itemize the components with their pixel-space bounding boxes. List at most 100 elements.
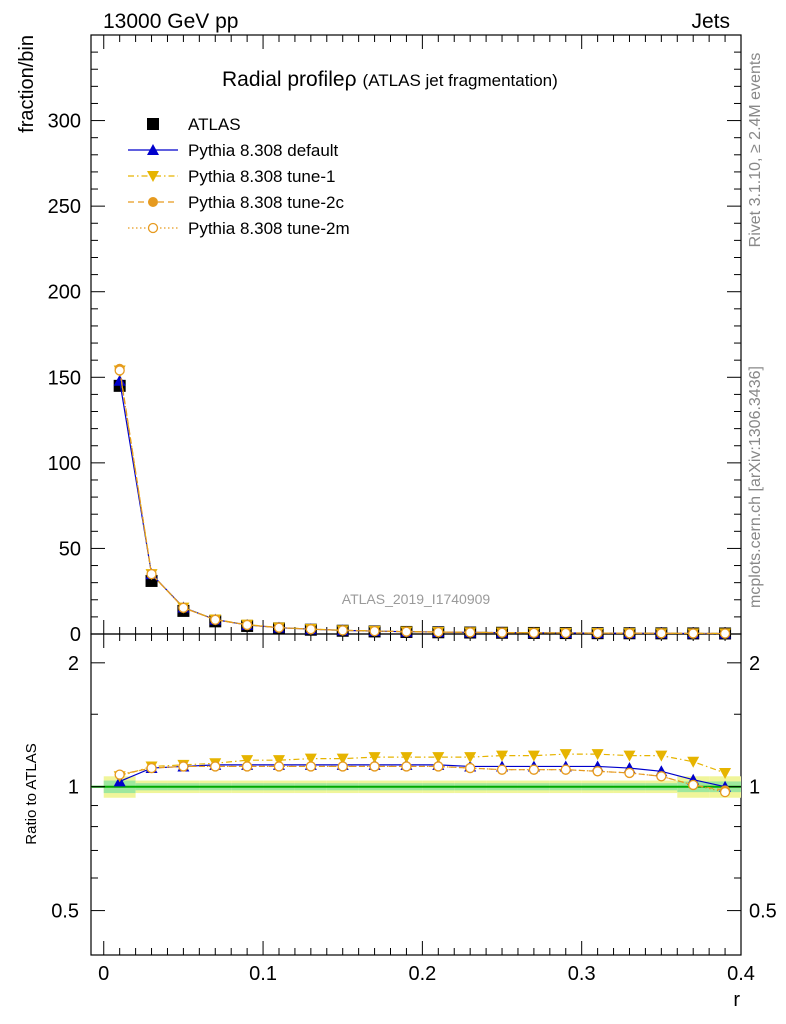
header-right: Jets: [691, 10, 730, 33]
top-point-tune2m: [369, 625, 380, 637]
ratio-point-tune2m: [337, 761, 348, 772]
plot-title: Radial profileρ (ATLAS jet fragmentation): [222, 68, 558, 91]
top-point-tune2m: [433, 626, 444, 638]
legend-entry-default: Pythia 8.308 default: [128, 141, 339, 160]
top-series-tune2m: [114, 365, 731, 639]
legend-marker-default: [147, 144, 159, 155]
legend-entry-atlas: ATLAS: [147, 115, 241, 134]
ratio-point-tune1: [304, 753, 317, 765]
legend: ATLAS Pythia 8.308 default Pythia 8.308 tu…: [128, 115, 350, 238]
title-main: Radial profile: [222, 68, 345, 91]
legend-marker-tune1: [147, 171, 159, 182]
top-point-tune2m: [496, 627, 508, 638]
top-point-tune2m: [273, 622, 285, 633]
legend-entry-tune2c: Pythia 8.308 tune-2c: [128, 193, 344, 212]
legend-label-atlas: ATLAS: [188, 115, 241, 134]
ratio-point-tune2m: [656, 771, 667, 782]
x-tick-label: 0.4: [727, 963, 755, 985]
top-point-tune2m: [560, 627, 571, 639]
ratio-point-tune2m: [560, 764, 571, 775]
ratio-point-tune1: [655, 750, 668, 762]
top-point-tune2m: [114, 365, 125, 376]
ratio-point-tune2m: [146, 762, 157, 774]
ratio-point-tune2m: [688, 779, 699, 791]
top-point-tune2m: [528, 627, 540, 639]
ratio-y-tick-label: 1: [68, 777, 79, 799]
x-axis-label: r: [733, 989, 740, 1011]
ratio-series-line-tune2m: [119, 765, 726, 793]
ratio-point-tune2m: [369, 761, 380, 772]
ratio-y-tick-label: 2: [68, 653, 79, 675]
top-series-line-tune2m: [119, 370, 726, 635]
ratio-point-tune2m: [305, 761, 317, 772]
legend-marker-tune2m: [147, 222, 159, 234]
top-y-axis-label: fraction/bin: [16, 35, 38, 133]
ratio-point-tune2m: [401, 761, 412, 772]
legend-label-tune2c: Pythia 8.308 tune-2c: [188, 193, 344, 212]
rivet-label: Rivet 3.1.10, ≥ 2.4M events: [747, 53, 764, 248]
ratio-point-tune1: [623, 750, 636, 762]
ratio-point-tune1: [496, 750, 509, 762]
ratio-point-tune2m: [496, 764, 508, 775]
uncertainty-band: [91, 776, 741, 798]
ratio-point-tune1: [527, 750, 540, 762]
ratio-point-tune2m: [433, 761, 444, 772]
top-point-default: [113, 374, 126, 386]
ratio-y-tick-label: 0.5: [51, 901, 79, 923]
ratio-y-tick-label-right: 1: [749, 777, 760, 799]
top-point-tune2m: [624, 628, 635, 639]
ratio-point-tune1: [241, 755, 254, 767]
ratio-panel-frame: [90, 633, 742, 956]
top-point-tune2m: [305, 624, 317, 635]
ratio-y-axis-label: Ratio to ATLAS: [23, 743, 40, 844]
top-y-tick-label: 0: [70, 624, 81, 646]
top-y-tick-label: 150: [48, 367, 81, 389]
analysis-watermark: ATLAS_2019_I1740909: [342, 591, 491, 607]
ratio-point-tune2m: [241, 761, 253, 772]
legend-marker-tune2c: [148, 197, 158, 207]
top-y-tick-label: 300: [48, 111, 81, 133]
legend-label-tune1: Pythia 8.308 tune-1: [188, 167, 335, 186]
ratio-y-tick-label-right: 2: [749, 653, 760, 675]
ratio-point-tune2m: [273, 761, 285, 772]
legend-entry-tune1: Pythia 8.308 tune-1: [128, 167, 335, 186]
legend-marker-atlas: [147, 118, 159, 130]
top-series-line-tune2c: [119, 368, 726, 635]
ratio-series-tune1: [113, 749, 732, 783]
ratio-series-line-default: [119, 764, 726, 788]
top-y-tick-label: 200: [48, 282, 81, 304]
ratio-point-tune1: [591, 749, 604, 761]
top-point-tune2m: [178, 602, 189, 613]
ratio-point-tune2m: [210, 761, 221, 772]
x-tick-label: 0.2: [408, 963, 436, 985]
top-point-tune2m: [401, 626, 412, 637]
top-point-tune2m: [337, 625, 348, 636]
ratio-point-tune1: [719, 767, 732, 779]
legend-entry-tune2m: Pythia 8.308 tune-2m: [128, 219, 350, 238]
title-paren: (ATLAS jet fragmentation): [363, 71, 558, 90]
ratio-point-tune1: [559, 749, 572, 761]
top-point-tune2m: [719, 628, 731, 639]
ratio-point-tune2m: [114, 769, 125, 780]
ratio-point-tune1: [400, 752, 413, 764]
x-tick-label: 0.1: [249, 963, 277, 985]
top-point-tune2m: [465, 627, 476, 638]
x-tick-label: 0: [98, 963, 109, 985]
ratio-point-tune1: [687, 756, 700, 768]
top-point-tune2m: [592, 627, 603, 639]
ratio-point-tune2m: [528, 764, 540, 775]
ratio-point-tune1: [272, 755, 285, 767]
legend-label-tune2m: Pythia 8.308 tune-2m: [188, 219, 350, 238]
ratio-series-tune2m: [114, 761, 731, 798]
top-point-tune2m: [241, 619, 253, 631]
top-y-tick-label: 250: [48, 196, 81, 218]
ratio-point-tune2m: [465, 762, 476, 774]
title-symbol: ρ: [345, 68, 357, 91]
ratio-point-tune2m: [624, 767, 635, 779]
ratio-point-tune2m: [178, 761, 189, 772]
legend-label-default: Pythia 8.308 default: [188, 141, 339, 160]
ratio-y-tick-label-right: 0.5: [749, 901, 777, 923]
top-point-tune2m: [656, 628, 667, 639]
ratio-point-tune1: [464, 752, 477, 764]
top-point-tune2m: [688, 628, 699, 639]
